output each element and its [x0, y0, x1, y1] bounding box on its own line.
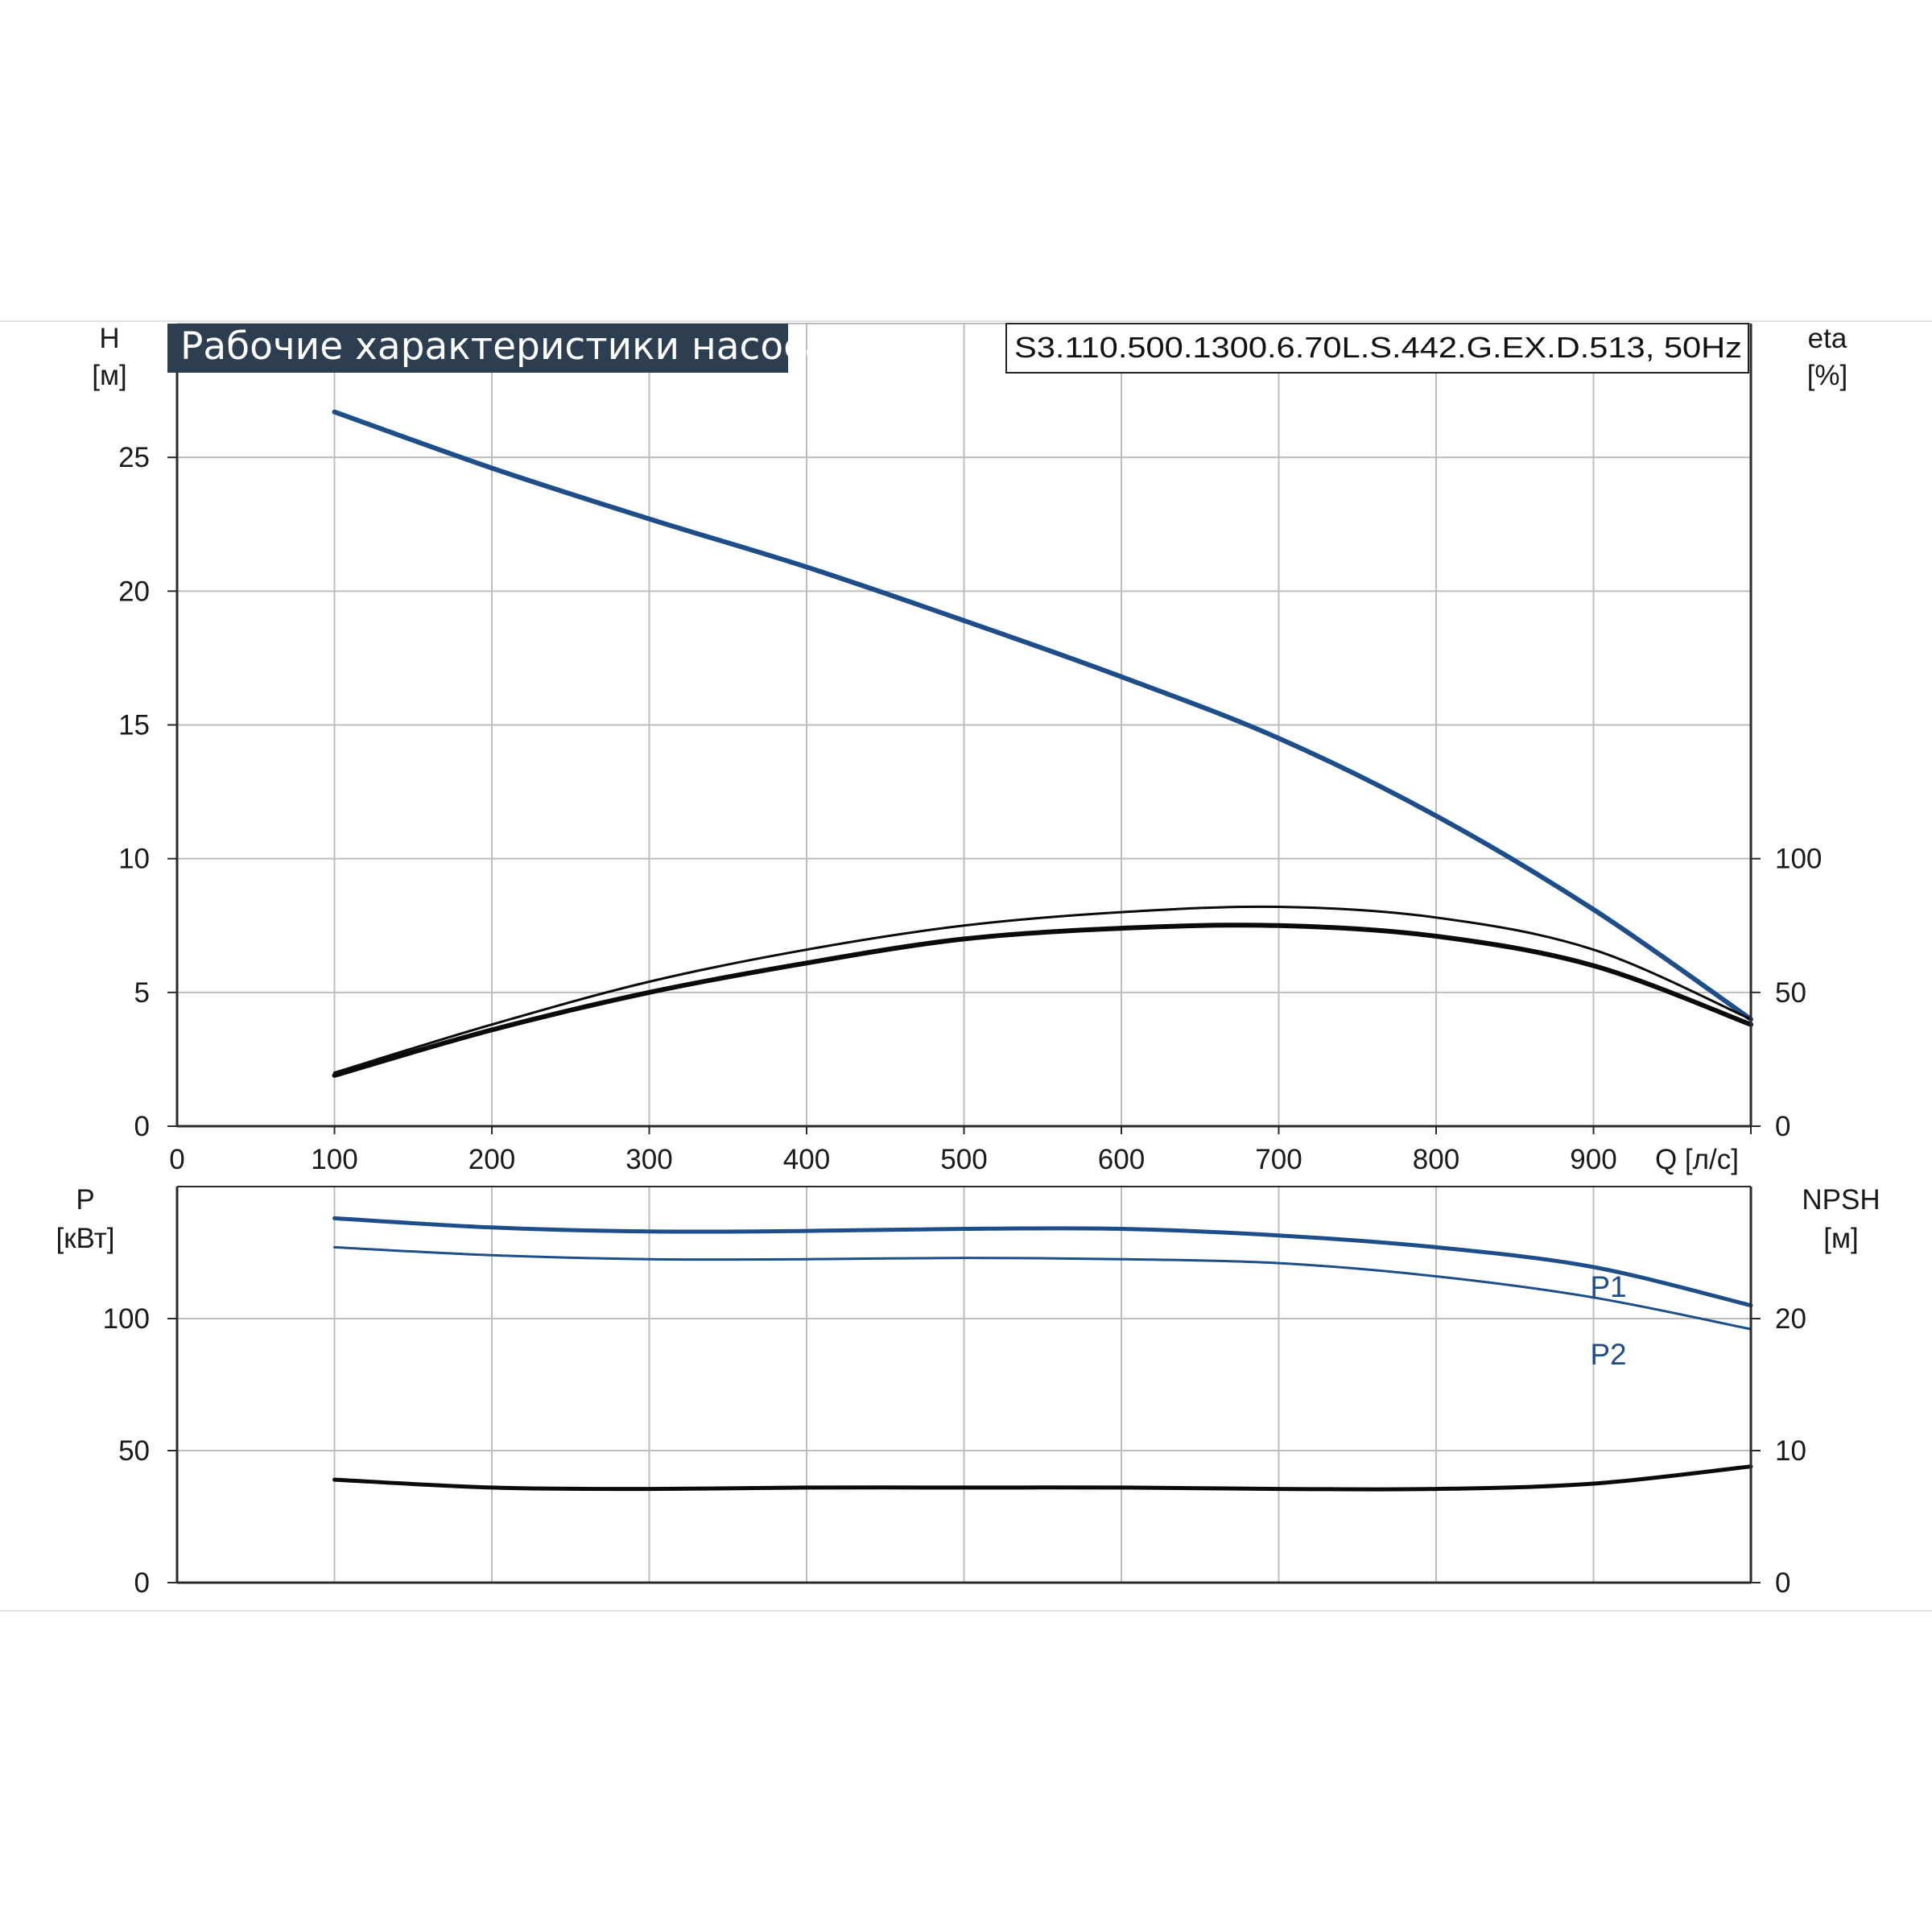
y2-axis-label-eta: eta: [1808, 323, 1847, 354]
y-tick-label: 20: [118, 576, 150, 607]
y-axis-unit-h: [м]: [92, 360, 127, 391]
p1-curve-label: P1: [1590, 1270, 1626, 1303]
y-axis-label-h: H: [99, 323, 119, 354]
y-tick-label: 15: [118, 710, 150, 741]
x-tick-label: 800: [1413, 1144, 1459, 1175]
x-tick-label: 0: [169, 1144, 184, 1175]
upper-grid: [177, 323, 1752, 1126]
chart-title: Рабочие характеристики насоса: [180, 324, 828, 369]
y-axis-unit-p: [кВт]: [56, 1223, 115, 1254]
x-tick-label: 500: [940, 1144, 987, 1175]
p-tick-label: 100: [103, 1303, 150, 1335]
p1-curve: [332, 1216, 1753, 1308]
y-tick-label: 5: [134, 977, 150, 1009]
efficiency-curve-2: [332, 923, 1753, 1078]
x-tick-label: 400: [783, 1144, 830, 1175]
y2-tick-label: 100: [1775, 844, 1822, 875]
x-tick-label: 900: [1570, 1144, 1616, 1175]
p2-curve: [333, 1245, 1752, 1331]
x-axis-label: Q [л/с]: [1655, 1144, 1739, 1175]
model-box: [1005, 323, 1749, 374]
head-curve: [332, 409, 1753, 1022]
lower-curves: [332, 1216, 1753, 1492]
npsh-curve: [332, 1464, 1753, 1492]
y-tick-label: 10: [118, 844, 150, 875]
npsh-tick-label: 0: [1775, 1567, 1790, 1599]
x-tick-label: 100: [311, 1144, 357, 1175]
x-tick-label: 600: [1098, 1144, 1145, 1175]
tick-labels: 0 100 200 300 400 500 600 700 800 900051015202505…: [103, 442, 1823, 1599]
p-tick-label: 0: [134, 1567, 150, 1599]
model-label: S3.110.500.1300.6.70L.S.442.G.EX.D.513, …: [1014, 331, 1742, 364]
efficiency-curve-1: [333, 905, 1752, 1074]
npsh-tick-label: 20: [1775, 1303, 1806, 1335]
y2-axis-unit-npsh: [м]: [1823, 1223, 1859, 1254]
y-tick-label: 25: [118, 442, 150, 473]
y2-axis-label-npsh: NPSH: [1802, 1184, 1880, 1216]
upper-curves: [332, 409, 1753, 1078]
x-tick-label: 300: [625, 1144, 672, 1175]
y2-tick-label: 0: [1775, 1111, 1790, 1142]
p-tick-label: 50: [118, 1435, 150, 1467]
x-tick-label: 700: [1255, 1144, 1302, 1175]
x-tick-label: 200: [469, 1144, 515, 1175]
y-axis-label-p: P: [76, 1184, 94, 1216]
lower-grid: [177, 1187, 1752, 1583]
y-tick-label: 0: [134, 1111, 150, 1142]
p2-curve-label: P2: [1590, 1338, 1626, 1371]
title-banner: [167, 324, 788, 373]
npsh-tick-label: 10: [1775, 1435, 1806, 1467]
y2-tick-label: 50: [1775, 977, 1806, 1009]
y2-axis-unit-eta: [%]: [1807, 360, 1848, 391]
